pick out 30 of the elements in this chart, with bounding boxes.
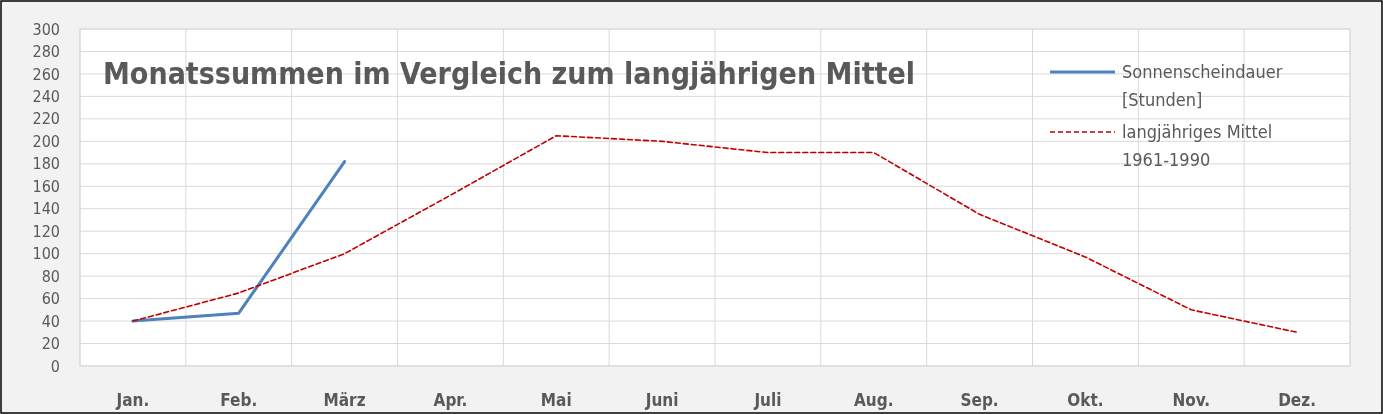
- y-tick-label: 300: [32, 19, 60, 39]
- x-tick-label: Jan.: [115, 390, 150, 410]
- x-tick-label: Juli: [753, 390, 782, 410]
- y-tick-label: 200: [32, 131, 60, 151]
- x-tick-label: Nov.: [1172, 390, 1211, 410]
- x-tick-label: Feb.: [220, 390, 258, 410]
- x-tick-label: Okt.: [1067, 390, 1104, 410]
- y-tick-label: 20: [41, 334, 60, 354]
- y-tick-label: 40: [41, 311, 60, 331]
- y-tick-label: 260: [32, 64, 60, 84]
- y-tick-label: 220: [32, 109, 60, 129]
- x-tick-label: Juni: [644, 390, 679, 410]
- legend-label: langjähriges Mittel 1961-1990: [1122, 121, 1273, 171]
- y-tick-label: 140: [32, 199, 60, 219]
- x-tick-label: März: [323, 390, 366, 410]
- y-tick-label: 160: [32, 176, 60, 196]
- y-tick-label: 100: [32, 244, 60, 264]
- y-tick-label: 0: [50, 356, 60, 376]
- x-tick-label: Aug.: [854, 390, 894, 410]
- y-tick-label: 80: [41, 266, 60, 286]
- y-tick-label: 180: [32, 154, 60, 174]
- x-tick-label: Apr.: [433, 390, 468, 410]
- text: Monatssummen im Vergleich zum langjährigen Mittel: [103, 56, 915, 91]
- y-tick-label: 240: [32, 87, 60, 106]
- y-tick-label: 60: [41, 289, 60, 309]
- y-tick-label: 120: [32, 221, 60, 241]
- x-tick-label: Sep.: [960, 390, 999, 410]
- x-tick-label: Dez.: [1278, 390, 1316, 410]
- y-tick-label: 280: [32, 42, 60, 62]
- x-tick-label: Mai: [540, 390, 572, 410]
